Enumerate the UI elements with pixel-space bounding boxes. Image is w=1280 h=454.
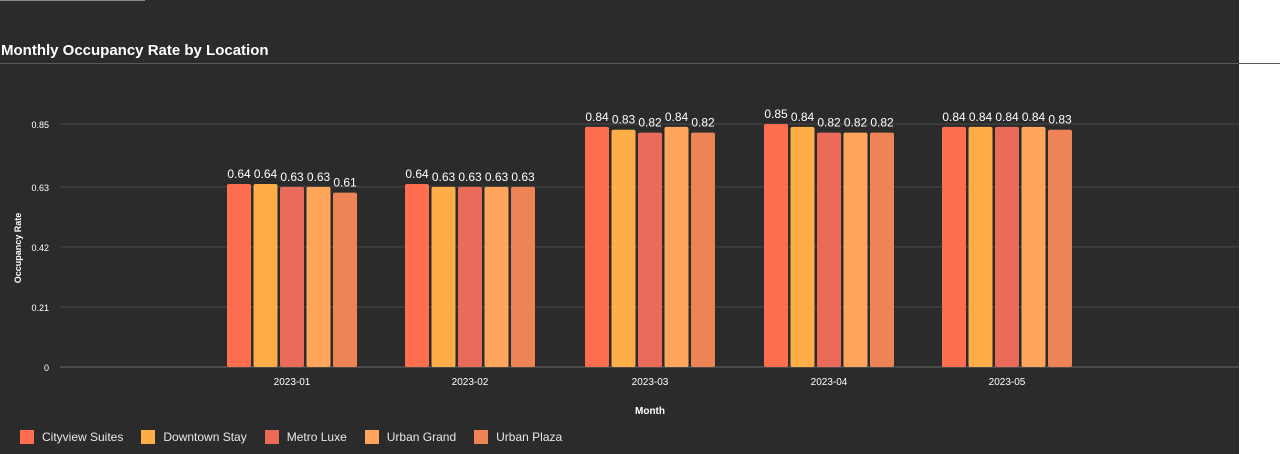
legend-item[interactable]: Downtown Stay: [141, 430, 247, 444]
legend-label: Urban Grand: [386, 430, 457, 444]
chart-title: Monthly Occupancy Rate by Location: [1, 42, 269, 59]
x-tick-label: 2023-02: [452, 377, 489, 388]
right-gutter: [1239, 0, 1280, 454]
data-label: 0.82: [638, 116, 662, 130]
data-label: 0.64: [405, 167, 429, 181]
bar[interactable]: [405, 184, 429, 367]
x-tick-label: 2023-01: [274, 377, 311, 388]
data-label: 0.84: [995, 110, 1019, 124]
data-labels: 0.64 0.64 0.63 0.63 0.610.64 0.63 0.63 0.63 0.63…: [227, 107, 1072, 190]
data-label: 0.63: [307, 170, 331, 184]
legend-item[interactable]: Urban Grand: [364, 430, 457, 444]
data-label: 0.84: [942, 110, 966, 124]
data-label: 0.64: [227, 167, 251, 181]
legend-swatch: [364, 430, 379, 444]
bar[interactable]: [431, 186, 456, 367]
data-label: 0.84: [969, 110, 993, 124]
bar[interactable]: [458, 186, 482, 367]
legend-item[interactable]: Metro Luxe: [264, 430, 347, 444]
bar[interactable]: [870, 132, 894, 367]
x-tick-label: 2023-03: [632, 377, 669, 388]
data-label: 0.82: [691, 116, 715, 130]
x-tick-label: 2023-04: [811, 377, 848, 388]
y-axis-ticks: 0 0.21 0.42 0.63 0.85: [31, 120, 49, 373]
data-label: 0.84: [585, 110, 609, 124]
data-label: 0.64: [254, 167, 278, 181]
legend-item[interactable]: Urban Plaza: [474, 430, 562, 444]
data-label: 0.82: [817, 116, 841, 130]
data-label: 0.84: [665, 110, 689, 124]
legend-swatch: [264, 430, 279, 444]
data-label: 0.63: [511, 170, 535, 184]
bar[interactable]: [227, 184, 251, 367]
bar-chart: 00.210.420.630.85 0.64 0.64 0.63 0.63 0.610.…: [13, 107, 1239, 417]
legend-swatch: [141, 430, 156, 444]
bar[interactable]: [790, 126, 815, 367]
y-tick-label: 0.85: [31, 120, 49, 130]
legend-swatch: [474, 430, 489, 444]
data-label: 0.63: [485, 170, 509, 184]
bar[interactable]: [253, 184, 278, 367]
data-label: 0.85: [764, 107, 788, 121]
legend-label: Metro Luxe: [286, 430, 347, 444]
x-tick-label: 2023-05: [989, 377, 1026, 388]
title-divider: [0, 63, 1280, 64]
bar[interactable]: [664, 126, 689, 367]
bar[interactable]: [942, 126, 966, 367]
bar[interactable]: [691, 132, 715, 367]
bars: [227, 124, 1072, 367]
data-label: 0.63: [432, 170, 456, 184]
bar[interactable]: [585, 126, 609, 367]
bar[interactable]: [817, 132, 841, 367]
chart-legend: Cityview Suites Downtown Stay Metro Luxe Ur…: [20, 430, 562, 444]
legend-label: Cityview Suites: [42, 430, 124, 444]
top-tab-indicator: [0, 0, 145, 1]
bar[interactable]: [511, 186, 535, 367]
data-label: 0.84: [1022, 110, 1046, 124]
data-label: 0.61: [333, 176, 357, 190]
data-label: 0.82: [844, 116, 868, 130]
x-axis-title: Month: [635, 406, 665, 417]
data-label: 0.63: [458, 170, 482, 184]
y-axis-title: Occupancy Rate: [13, 213, 23, 284]
bar[interactable]: [333, 192, 357, 367]
legend-label: Urban Plaza: [496, 430, 563, 444]
data-label: 0.83: [1048, 113, 1072, 127]
bar[interactable]: [484, 186, 509, 367]
legend-label: Downtown Stay: [163, 430, 247, 444]
legend-item[interactable]: Cityview Suites: [20, 430, 123, 444]
bar[interactable]: [764, 124, 788, 367]
bar[interactable]: [611, 129, 636, 367]
bar[interactable]: [995, 126, 1019, 367]
data-label: 0.83: [612, 113, 636, 127]
y-tick-label: 0.63: [31, 183, 49, 193]
bar[interactable]: [306, 186, 331, 367]
bar[interactable]: [1048, 129, 1072, 367]
y-tick-label: 0: [44, 363, 49, 373]
y-tick-label: 0.21: [31, 303, 49, 313]
data-label: 0.63: [280, 170, 304, 184]
bar[interactable]: [280, 186, 304, 367]
x-axis-ticks: 2023-01 2023-02 2023-03 2023-04 2023-05: [274, 377, 1026, 388]
y-tick-label: 0.42: [31, 243, 49, 253]
data-label: 0.84: [791, 110, 815, 124]
bar[interactable]: [1021, 126, 1046, 367]
data-label: 0.82: [870, 116, 894, 130]
bar[interactable]: [843, 132, 868, 367]
bar[interactable]: [968, 126, 993, 367]
legend-swatch: [20, 430, 34, 444]
bar[interactable]: [638, 132, 662, 367]
